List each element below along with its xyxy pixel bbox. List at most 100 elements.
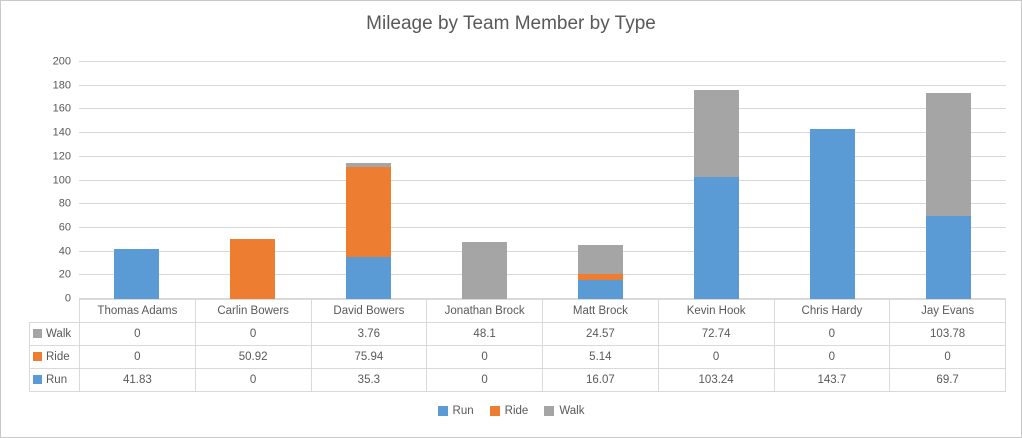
legend-swatch-icon xyxy=(437,406,448,416)
legend-swatch-icon xyxy=(544,406,555,416)
table-cell-ride-matt-brock: 5.14 xyxy=(542,345,659,369)
bar-segment-walk xyxy=(693,90,739,177)
bar-segment-walk xyxy=(346,162,392,168)
legend-label: Ride xyxy=(504,405,529,417)
table-cell-ride-carlin-bowers: 50.92 xyxy=(194,345,312,369)
y-axis-tick-label: 120 xyxy=(52,150,71,163)
table-cell-ride-jonathan-brock: 0 xyxy=(426,345,543,369)
y-axis-tick-label: 20 xyxy=(58,268,71,281)
bar-segment-run xyxy=(693,176,739,299)
bar-column-matt-brock xyxy=(543,62,659,299)
table-cell-ride-chris-hardy: 0 xyxy=(773,345,891,369)
bar-segment-walk xyxy=(577,244,623,274)
bar-column-kevin-hook xyxy=(658,62,774,299)
gridline xyxy=(79,203,1006,205)
table-cell-run-matt-brock: 16.07 xyxy=(542,368,659,392)
bar-column-chris-hardy xyxy=(774,62,890,299)
table-cell-ride-thomas-adams: 0 xyxy=(79,345,196,369)
table-corner-cell xyxy=(30,300,80,323)
category-header-david-bowers: David Bowers xyxy=(310,299,428,323)
row-header-ride: Ride xyxy=(29,345,80,369)
bar-segment-walk xyxy=(925,93,971,217)
table-cell-walk-jonathan-brock: 48.1 xyxy=(426,322,543,346)
row-header-walk: Walk xyxy=(29,322,80,346)
bar-column-david-bowers xyxy=(311,62,427,299)
legend-label: Run xyxy=(452,405,474,417)
bar-stack-chris-hardy xyxy=(809,128,855,299)
table-cell-ride-david-bowers: 75.94 xyxy=(310,345,428,369)
bar-stack-kevin-hook xyxy=(693,90,739,299)
y-axis-tick-label: 160 xyxy=(52,102,71,115)
table-row-run: Run 41.83 0 35.3 0 16.07 103.24 143.7 69.7 xyxy=(29,368,1006,392)
table-row-ride: Ride 0 50.92 75.94 0 5.14 0 0 0 xyxy=(29,345,1006,369)
gridline xyxy=(79,226,1006,228)
y-axis-tick-label: 180 xyxy=(52,79,71,92)
y-axis: 0 20 40 60 80 100 120 140 160 180 200 xyxy=(1,56,71,304)
legend-item-walk: Walk xyxy=(544,405,584,417)
table-cell-ride-jay-evans: 0 xyxy=(889,345,1006,369)
row-header-label: Run xyxy=(46,374,68,386)
data-table: Thomas Adams Carlin Bowers David Bowers Jon… xyxy=(29,299,1006,392)
gridline xyxy=(79,274,1006,276)
category-header-jonathan-brock: Jonathan Brock xyxy=(426,299,543,323)
bar-column-thomas-adams xyxy=(79,62,195,299)
gridline xyxy=(79,155,1006,157)
table-cell-run-chris-hardy: 143.7 xyxy=(773,368,891,392)
category-header-thomas-adams: Thomas Adams xyxy=(79,299,196,323)
table-cell-walk-jay-evans: 103.78 xyxy=(889,322,1006,346)
bar-stack-matt-brock xyxy=(577,244,623,299)
series-swatch-icon xyxy=(33,352,42,361)
series-swatch-icon xyxy=(33,375,42,384)
table-cell-walk-chris-hardy: 0 xyxy=(773,322,891,346)
y-axis-tick-label: 140 xyxy=(52,126,71,139)
row-header-label: Ride xyxy=(46,351,70,363)
gridline xyxy=(79,179,1006,181)
y-axis-tick-label: 200 xyxy=(52,55,71,68)
table-cell-run-jay-evans: 69.7 xyxy=(889,368,1006,392)
legend-item-run: Run xyxy=(437,405,474,417)
table-cell-ride-kevin-hook: 0 xyxy=(657,345,775,369)
bar-stack-jonathan-brock xyxy=(462,242,508,299)
bars-layer xyxy=(79,62,1006,299)
gridline xyxy=(79,108,1006,110)
bar-segment-walk xyxy=(462,242,508,299)
table-row-walk: Walk 0 0 3.76 48.1 24.57 72.74 0 103.78 xyxy=(29,322,1006,346)
legend-label: Walk xyxy=(559,405,585,417)
gridline xyxy=(79,298,1006,299)
gridline xyxy=(79,84,1006,86)
bar-stack-david-bowers xyxy=(346,162,392,299)
bar-stack-thomas-adams xyxy=(114,249,160,299)
gridline xyxy=(79,61,1006,62)
legend-swatch-icon xyxy=(489,406,500,416)
category-header-chris-hardy: Chris Hardy xyxy=(773,299,891,323)
table-cell-walk-carlin-bowers: 0 xyxy=(194,322,312,346)
bar-column-jonathan-brock xyxy=(427,62,543,299)
table-cell-walk-kevin-hook: 72.74 xyxy=(657,322,775,346)
table-cell-walk-thomas-adams: 0 xyxy=(79,322,196,346)
bar-stack-jay-evans xyxy=(925,93,971,299)
category-header-kevin-hook: Kevin Hook xyxy=(657,299,775,323)
bar-segment-run xyxy=(114,249,160,299)
bar-segment-run xyxy=(809,128,855,299)
table-cell-run-thomas-adams: 41.83 xyxy=(79,368,196,392)
bar-segment-ride xyxy=(230,238,276,299)
bar-column-jay-evans xyxy=(890,62,1006,299)
table-cell-run-carlin-bowers: 0 xyxy=(194,368,312,392)
gridline xyxy=(79,250,1006,252)
plot-area xyxy=(79,61,1006,299)
category-header-jay-evans: Jay Evans xyxy=(889,299,1006,323)
category-header-matt-brock: Matt Brock xyxy=(542,299,659,323)
bar-segment-ride xyxy=(346,167,392,258)
table-header-row: Thomas Adams Carlin Bowers David Bowers Jon… xyxy=(30,299,1006,323)
legend: Run Ride Walk xyxy=(1,405,1021,417)
row-header-run: Run xyxy=(29,368,80,392)
y-axis-tick-label: 40 xyxy=(58,245,71,258)
series-swatch-icon xyxy=(33,329,42,338)
table-cell-walk-matt-brock: 24.57 xyxy=(542,322,659,346)
y-axis-tick-label: 80 xyxy=(58,197,71,210)
table-cell-run-david-bowers: 35.3 xyxy=(310,368,428,392)
bar-segment-ride xyxy=(577,273,623,280)
bar-segment-run xyxy=(925,216,971,299)
table-cell-walk-david-bowers: 3.76 xyxy=(310,322,428,346)
